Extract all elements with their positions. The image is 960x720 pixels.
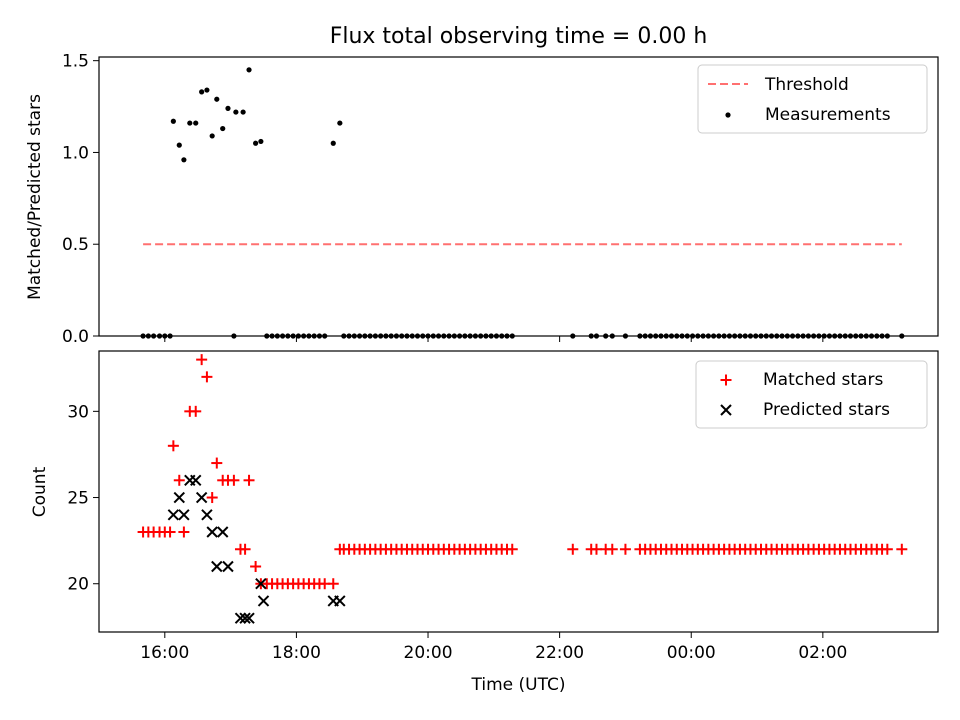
legend-predicted-swatch [720, 404, 732, 416]
figure-title: Flux total observing time = 0.00 h [330, 24, 708, 49]
bottom-plot-frame [98, 350, 939, 633]
bottom-x-tick-label: 22:00 [535, 643, 584, 663]
top-panel: 0.0 0.5 1.0 1.5 Matched/Predicted stars Thr… [25, 52, 939, 347]
measurement-point [193, 120, 199, 126]
matched-star-point [243, 474, 255, 486]
measurement-point [233, 109, 239, 115]
measurement-point [220, 125, 226, 132]
top-y-axis-label: Matched/Predicted stars [25, 94, 45, 300]
bottom-y-tick-label: 20 [67, 575, 89, 595]
matched-star-point [327, 578, 339, 590]
measurement-point [225, 105, 231, 111]
predicted-star-point [195, 491, 208, 504]
top-y-tick-label: 1.0 [62, 143, 89, 163]
bottom-legend-box [695, 360, 928, 429]
matched-star-point [881, 543, 893, 555]
top-legend: Threshold Measurements [697, 64, 928, 134]
predicted-star-point [234, 612, 247, 624]
matched-star-point [567, 543, 579, 555]
matched-star-point [590, 543, 602, 555]
predicted-star-point [222, 560, 234, 573]
measurement-point [253, 140, 259, 146]
bottom-y-tick-label: 30 [67, 402, 89, 422]
matched-star-point [228, 474, 240, 486]
predicted-star-point [178, 509, 190, 521]
predicted-star-point [334, 595, 346, 607]
predicted-star-point [211, 560, 223, 573]
measurement-point [240, 109, 246, 115]
matched-star-point [506, 543, 518, 555]
bottom-y-axis: 20 25 30 [67, 402, 99, 595]
predicted-stars-series [167, 474, 346, 624]
predicted-star-point [243, 612, 255, 624]
matched-star-point [606, 543, 618, 555]
predicted-star-point [257, 595, 270, 607]
bottom-x-tick-label: 18:00 [272, 643, 321, 663]
top-y-tick-label: 0.5 [62, 235, 89, 255]
bottom-y-tick-label: 25 [67, 489, 89, 509]
top-y-tick-label: 0.0 [62, 327, 89, 347]
bottom-panel: 20 25 30 16:00 18:00 20:00 22:00 00:00 02:00 Co… [30, 350, 939, 695]
measurement-point [214, 96, 220, 102]
measurement-point [199, 89, 205, 95]
top-plot-frame [98, 56, 939, 337]
measurement-point [258, 138, 264, 145]
predicted-star-point [167, 509, 180, 521]
measurement-point [187, 120, 193, 126]
bottom-x-axis: 16:00 18:00 20:00 22:00 00:00 02:00 [140, 632, 847, 663]
predicted-star-point [239, 612, 251, 624]
predicted-star-point [217, 526, 229, 538]
bottom-y-axis-label: Count [30, 466, 50, 517]
bottom-x-axis-label: Time (UTC) [471, 675, 566, 695]
bottom-legend: Matched stars Predicted stars [695, 360, 928, 429]
legend-threshold-label: Threshold [764, 75, 849, 95]
predicted-star-point [190, 474, 202, 487]
legend-predicted-marker [720, 404, 732, 416]
bottom-x-tick-label: 02:00 [798, 643, 847, 663]
matched-star-point [173, 474, 185, 486]
predicted-star-point [206, 526, 218, 538]
matched-star-point [896, 543, 908, 555]
top-y-axis: 0.0 0.5 1.0 1.5 [62, 52, 99, 347]
measurement-point [170, 118, 176, 124]
predicted-star-point [201, 509, 213, 521]
bottom-x-tick-label: 16:00 [140, 643, 189, 663]
legend-matched-swatch [720, 374, 732, 386]
legend-predicted-label: Predicted stars [763, 400, 890, 420]
matched-star-point [206, 492, 218, 504]
measurement-point [209, 133, 215, 139]
measurement-point [246, 67, 252, 73]
predicted-star-point [255, 578, 267, 590]
predicted-star-point [173, 491, 185, 504]
measurement-point [330, 140, 336, 146]
matched-star-point [167, 440, 179, 452]
matched-star-point [619, 543, 631, 555]
legend-measurements-swatch [725, 112, 731, 118]
legend-matched-marker [720, 374, 732, 386]
measurement-point [204, 87, 210, 93]
top-y-tick-label: 1.5 [62, 52, 89, 72]
measurement-point [337, 120, 343, 126]
matched-star-point [196, 354, 208, 366]
bottom-x-tick-label: 20:00 [404, 643, 453, 663]
legend-measurements-label: Measurements [765, 105, 891, 125]
matched-star-point [250, 560, 262, 572]
matched-star-point [178, 526, 190, 538]
matched-star-point [211, 457, 223, 469]
matched-star-point [239, 543, 251, 555]
matched-star-point [201, 371, 213, 383]
matched-stars-series [137, 354, 908, 590]
measurement-point [181, 157, 187, 163]
bottom-x-tick-label: 00:00 [667, 643, 716, 663]
measurement-point [176, 142, 182, 148]
matched-star-point [164, 526, 176, 538]
legend-matched-label: Matched stars [763, 370, 883, 390]
matched-star-point [190, 405, 202, 417]
top-x-axis [164, 336, 824, 342]
top-legend-box [697, 64, 928, 134]
